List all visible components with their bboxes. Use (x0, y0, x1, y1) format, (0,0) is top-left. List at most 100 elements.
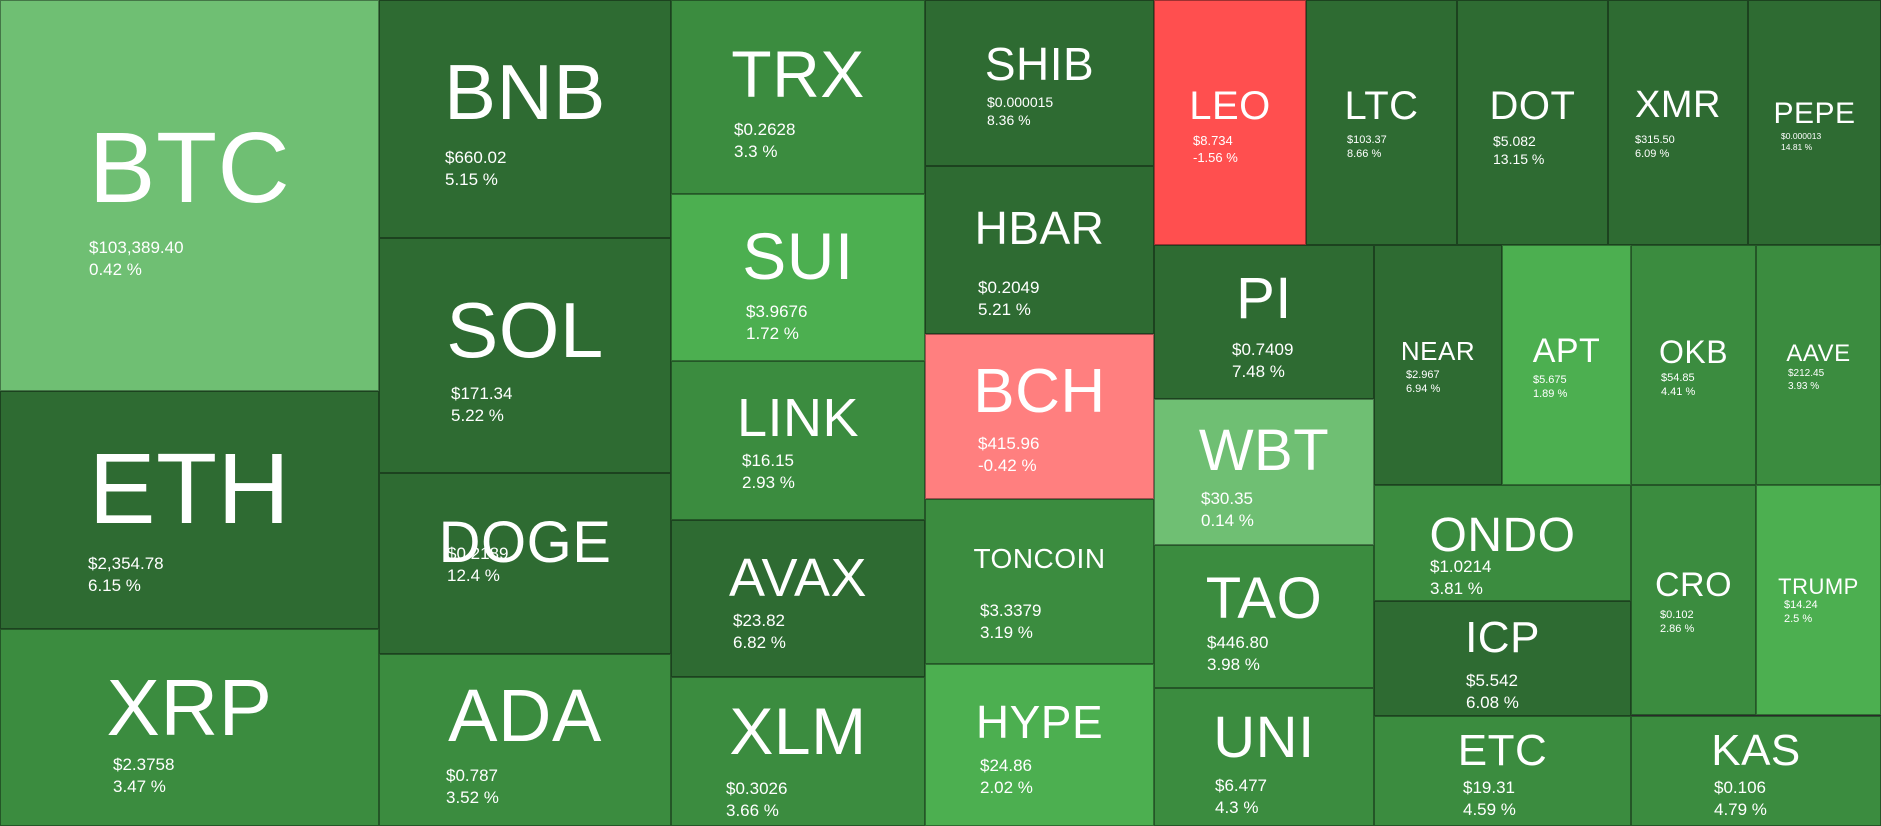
tile-meta-sui: $3.9676 1.72 % (746, 301, 807, 345)
tile-meta-link: $16.15 2.93 % (742, 450, 795, 494)
tile-pepe[interactable]: PEPE $0.000013 14.81 % (1748, 0, 1881, 245)
tile-sui[interactable]: SUI $3.9676 1.72 % (671, 194, 925, 361)
tile-symbol-xrp: XRP (106, 663, 273, 752)
tile-trump[interactable]: TRUMP $14.24 2.5 % (1756, 485, 1881, 715)
tile-ondo[interactable]: ONDO $1.0214 3.81 % (1374, 485, 1631, 601)
tile-meta-sol: $171.34 5.22 % (451, 383, 512, 427)
tile-price-icp: $5.542 (1466, 671, 1518, 690)
tile-meta-cro: $0.102 2.86 % (1660, 608, 1694, 636)
tile-hbar[interactable]: HBAR $0.2049 5.21 % (925, 166, 1154, 334)
tile-symbol-ondo: ONDO (1429, 509, 1576, 562)
tile-change-trump: 2.5 % (1784, 613, 1813, 626)
tile-change-aave: 3.93 % (1788, 380, 1820, 392)
tile-change-hype: 2.02 % (980, 777, 1033, 797)
tile-symbol-xlm: XLM (729, 694, 867, 768)
tile-bnb[interactable]: BNB $660.02 5.15 % (379, 0, 671, 238)
tile-btc[interactable]: BTC $103,389.40 0.42 % (0, 0, 379, 391)
tile-change-pepe: 14.81 % (1781, 141, 1813, 152)
tile-change-trx: 3.3 % (734, 141, 778, 161)
tile-apt[interactable]: APT $5.675 1.89 % (1502, 245, 1631, 485)
tile-price-tao: $446.80 (1207, 633, 1269, 652)
tile-symbol-trump: TRUMP (1778, 574, 1859, 599)
tile-symbol-pi: PI (1236, 266, 1292, 331)
tile-avax[interactable]: AVAX $23.82 6.82 % (671, 520, 925, 677)
tile-change-sui: 1.72 % (746, 323, 799, 343)
tile-ada[interactable]: ADA $0.787 3.52 % (379, 654, 671, 826)
tile-pi[interactable]: PI $0.7409 7.48 % (1154, 245, 1374, 399)
tile-meta-hype: $24.86 2.02 % (980, 755, 1033, 799)
tile-okb[interactable]: OKB $54.85 4.41 % (1631, 245, 1756, 485)
tile-symbol-trx: TRX (731, 37, 865, 111)
tile-link[interactable]: LINK $16.15 2.93 % (671, 361, 925, 520)
tile-meta-okb: $54.85 4.41 % (1661, 371, 1695, 399)
tile-change-uni: 4.3 % (1215, 797, 1259, 817)
tile-symbol-hype: HYPE (975, 696, 1104, 748)
tile-symbol-shib: SHIB (984, 38, 1095, 90)
tile-price-ltc: $103.37 (1347, 134, 1387, 146)
tile-symbol-bnb: BNB (444, 48, 606, 136)
tile-ltc[interactable]: LTC $103.37 8.66 % (1306, 0, 1457, 245)
tile-symbol-btc: BTC (88, 112, 291, 224)
tile-symbol-apt: APT (1532, 332, 1601, 370)
tile-sol[interactable]: SOL $171.34 5.22 % (379, 238, 671, 473)
tile-symbol-leo: LEO (1189, 84, 1271, 128)
tile-near[interactable]: NEAR $2.967 6.94 % (1374, 245, 1502, 485)
tile-symbol-kas: KAS (1711, 726, 1801, 775)
tile-meta-xmr: $315.50 6.09 % (1635, 133, 1675, 161)
tile-symbol-xmr: XMR (1635, 84, 1721, 126)
tile-meta-near: $2.967 6.94 % (1406, 368, 1440, 396)
tile-change-doge: 12.4 % (447, 565, 500, 585)
tile-change-leo: -1.56 % (1193, 149, 1238, 165)
tile-meta-pepe: $0.000013 14.81 % (1781, 131, 1821, 153)
tile-wbt[interactable]: WBT $30.35 0.14 % (1154, 399, 1374, 545)
tile-change-shib: 8.36 % (987, 111, 1031, 128)
tile-change-okb: 4.41 % (1661, 386, 1696, 399)
tile-price-uni: $6.477 (1215, 776, 1267, 795)
tile-hype[interactable]: HYPE $24.86 2.02 % (925, 664, 1154, 826)
tile-shib[interactable]: SHIB $0.000015 8.36 % (925, 0, 1154, 166)
tile-leo[interactable]: LEO $8.734 -1.56 % (1154, 0, 1306, 245)
tile-dot[interactable]: DOT $5.082 13.15 % (1457, 0, 1608, 245)
tile-meta-tao: $446.80 3.98 % (1207, 632, 1268, 676)
tile-symbol-sui: SUI (742, 219, 854, 293)
tile-xlm[interactable]: XLM $0.3026 3.66 % (671, 677, 925, 826)
tile-change-xrp: 3.47 % (113, 776, 166, 796)
tile-meta-btc: $103,389.40 0.42 % (89, 237, 184, 281)
tile-symbol-avax: AVAX (728, 548, 868, 608)
tile-meta-dot: $5.082 13.15 % (1493, 133, 1544, 169)
tile-symbol-icp: ICP (1465, 613, 1540, 662)
tile-tao[interactable]: TAO $446.80 3.98 % (1154, 545, 1374, 688)
tile-toncoin[interactable]: TONCOIN $3.3379 3.19 % (925, 499, 1154, 664)
tile-meta-apt: $5.675 1.89 % (1533, 373, 1567, 401)
tile-bch[interactable]: BCH $415.96 -0.42 % (925, 334, 1154, 499)
tile-meta-trump: $14.24 2.5 % (1784, 598, 1818, 626)
tile-xmr[interactable]: XMR $315.50 6.09 % (1608, 0, 1748, 245)
tile-price-hbar: $0.2049 (978, 278, 1040, 297)
tile-change-wbt: 0.14 % (1201, 510, 1254, 530)
tile-change-kas: 4.79 % (1714, 799, 1767, 819)
tile-etc[interactable]: ETC $19.31 4.59 % (1374, 716, 1631, 826)
tile-aave[interactable]: AAVE $212.45 3.93 % (1756, 245, 1881, 485)
tile-uni[interactable]: UNI $6.477 4.3 % (1154, 688, 1374, 826)
tile-cro[interactable]: CRO $0.102 2.86 % (1631, 485, 1756, 715)
tile-trx[interactable]: TRX $0.2628 3.3 % (671, 0, 925, 194)
tile-price-bch: $415.96 (978, 434, 1040, 453)
tile-symbol-aave: AAVE (1786, 340, 1851, 367)
tile-price-hype: $24.86 (980, 756, 1032, 775)
tile-doge[interactable]: DOGE $0.2189 12.4 % (379, 473, 671, 654)
tile-price-sol: $171.34 (451, 384, 513, 403)
tile-icp[interactable]: ICP $5.542 6.08 % (1374, 601, 1631, 716)
tile-change-bch: -0.42 % (978, 455, 1037, 475)
tile-meta-bch: $415.96 -0.42 % (978, 433, 1039, 477)
tile-meta-pi: $0.7409 7.48 % (1232, 339, 1293, 383)
tile-price-leo: $8.734 (1193, 133, 1233, 148)
tile-kas[interactable]: KAS $0.106 4.79 % (1631, 716, 1881, 826)
tile-change-hbar: 5.21 % (978, 299, 1031, 319)
tile-price-kas: $0.106 (1714, 778, 1766, 797)
tile-price-xrp: $2.3758 (113, 755, 175, 774)
tile-symbol-near: NEAR (1400, 336, 1476, 366)
tile-price-aave: $212.45 (1788, 368, 1825, 379)
tile-xrp[interactable]: XRP $2.3758 3.47 % (0, 629, 379, 826)
tile-eth[interactable]: ETH $2,354.78 6.15 % (0, 391, 379, 629)
